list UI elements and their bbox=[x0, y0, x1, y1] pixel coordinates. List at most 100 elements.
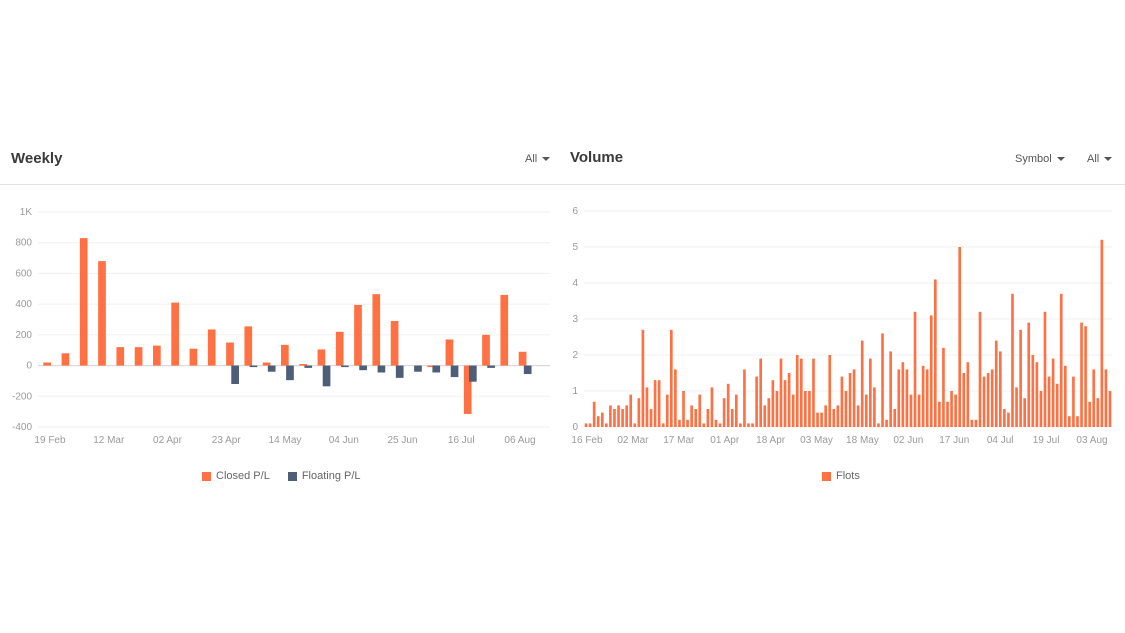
volume-bar bbox=[617, 405, 620, 427]
volume-bar bbox=[1076, 416, 1079, 427]
y-tick-label: 0 bbox=[26, 361, 32, 372]
volume-bar bbox=[990, 369, 994, 427]
volume-bar bbox=[678, 419, 681, 427]
volume-bar bbox=[698, 394, 702, 427]
volume-bar bbox=[1035, 362, 1039, 427]
volume-bar bbox=[706, 409, 710, 427]
weekly-title: Weekly bbox=[11, 150, 63, 167]
y-tick-label: -400 bbox=[12, 422, 32, 433]
volume-bar bbox=[966, 362, 970, 427]
volume-bar bbox=[592, 401, 596, 427]
x-tick-label: 17 Jun bbox=[939, 435, 969, 446]
volume-bar bbox=[588, 423, 592, 427]
caret-down-icon bbox=[1104, 157, 1113, 161]
volume-bar bbox=[633, 423, 637, 427]
legend-item-flots[interactable]: Flots bbox=[822, 470, 860, 482]
volume-bar bbox=[909, 394, 913, 427]
x-tick-label: 25 Jun bbox=[387, 435, 417, 446]
x-tick-label: 14 May bbox=[269, 435, 302, 446]
volume-bar bbox=[1096, 398, 1100, 427]
volume-bar bbox=[978, 311, 982, 427]
volume-bar bbox=[1027, 322, 1031, 427]
volume-bar bbox=[584, 423, 588, 427]
weekly-bar bbox=[432, 365, 441, 373]
volume-bar bbox=[812, 358, 815, 427]
volume-bar bbox=[986, 373, 990, 427]
volume-bar bbox=[808, 391, 811, 427]
volume-bar bbox=[739, 423, 742, 427]
weekly-header: Weekly All bbox=[0, 142, 560, 185]
x-tick-label: 06 Aug bbox=[504, 435, 535, 446]
volume-bar bbox=[1080, 322, 1083, 427]
volume-bar bbox=[897, 369, 901, 427]
weekly-bar bbox=[207, 329, 216, 366]
volume-bar bbox=[682, 391, 685, 427]
weekly-bar bbox=[463, 365, 472, 414]
weekly-bar bbox=[450, 365, 459, 378]
volume-bar bbox=[674, 369, 677, 427]
volume-bar bbox=[730, 409, 734, 427]
weekly-bar bbox=[317, 349, 326, 366]
volume-bar bbox=[596, 416, 600, 427]
volume-bar bbox=[763, 405, 767, 427]
weekly-bar bbox=[267, 365, 276, 372]
volume-bar bbox=[1003, 409, 1006, 427]
weekly-bar bbox=[249, 365, 258, 368]
volume-bar bbox=[1108, 391, 1112, 427]
volume-bar bbox=[1072, 376, 1075, 427]
weekly-bar bbox=[116, 347, 125, 366]
volume-bar bbox=[755, 376, 758, 427]
weekly-bar bbox=[79, 238, 88, 366]
x-tick-label: 03 May bbox=[800, 435, 833, 446]
volume-bar bbox=[1051, 358, 1055, 427]
legend-item-floating-pl[interactable]: Floating P/L bbox=[287, 470, 361, 482]
volume-bar bbox=[779, 358, 783, 427]
volume-bar bbox=[824, 405, 827, 427]
volume-bar bbox=[962, 373, 966, 427]
volume-bar bbox=[925, 369, 929, 427]
volume-bar bbox=[1015, 387, 1018, 427]
weekly-filter-dropdown[interactable]: All bbox=[525, 153, 551, 165]
weekly-bar bbox=[518, 351, 527, 366]
weekly-bar bbox=[43, 362, 51, 366]
weekly-panel: Weekly All -400 -200 0 200 400 600 800 1K 19 Feb… bbox=[0, 142, 560, 502]
weekly-legend: Closed P/L Floating P/L bbox=[202, 470, 361, 482]
legend-item-closed-pl[interactable]: Closed P/L bbox=[202, 470, 270, 482]
volume-bar bbox=[942, 347, 945, 427]
legend-label-flots: Flots bbox=[836, 470, 860, 482]
volume-bar bbox=[645, 387, 649, 427]
volume-bar bbox=[848, 373, 852, 427]
weekly-bar bbox=[445, 339, 454, 366]
y-tick-label: 200 bbox=[15, 330, 32, 341]
x-tick-label: 03 Aug bbox=[1076, 435, 1107, 446]
weekly-bar bbox=[304, 365, 313, 368]
volume-bar bbox=[820, 412, 823, 427]
volume-bar bbox=[799, 358, 803, 427]
volume-bar bbox=[840, 376, 844, 427]
volume-panel: Volume Symbol All 0 1 2 3 4 5 6 16 Feb 02 Mar 17 … bbox=[560, 142, 1125, 502]
volume-bar bbox=[767, 398, 771, 427]
y-tick-label: 3 bbox=[572, 314, 578, 325]
volume-bar bbox=[726, 383, 730, 427]
volume-bar bbox=[1011, 293, 1014, 427]
volume-bar bbox=[710, 387, 714, 427]
volume-bar bbox=[1088, 401, 1091, 427]
weekly-bar bbox=[299, 364, 307, 366]
symbol-dropdown[interactable]: Symbol bbox=[1015, 153, 1065, 165]
weekly-bar bbox=[61, 353, 70, 366]
weekly-bar bbox=[354, 304, 362, 366]
volume-bar bbox=[621, 409, 624, 427]
volume-bar bbox=[1047, 376, 1051, 427]
volume-chart: 0 1 2 3 4 5 6 16 Feb 02 Mar 17 Mar 01 Apr 18 Apr 03 … bbox=[571, 206, 1112, 446]
volume-bar bbox=[1104, 369, 1108, 427]
volume-bar bbox=[1084, 326, 1087, 427]
legend-label-closed: Closed P/L bbox=[216, 470, 270, 482]
volume-bar bbox=[974, 419, 978, 427]
volume-bar bbox=[1092, 369, 1096, 427]
volume-bar bbox=[657, 380, 661, 427]
volume-bar bbox=[1031, 355, 1035, 427]
volume-bar bbox=[629, 394, 633, 427]
volume-bar bbox=[885, 419, 888, 427]
volume-filter-dropdown[interactable]: All bbox=[1087, 153, 1113, 165]
volume-bar bbox=[877, 423, 880, 427]
